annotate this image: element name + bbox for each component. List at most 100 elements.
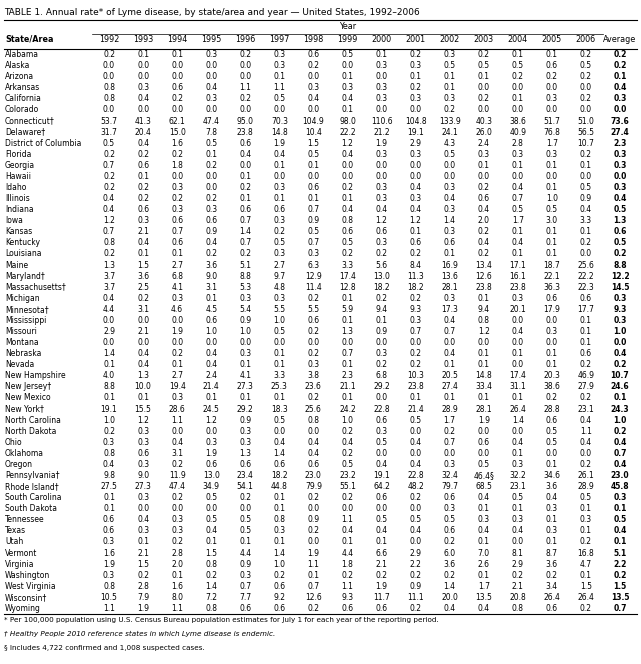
Text: 0.2: 0.2 <box>613 50 627 59</box>
Text: 3.6: 3.6 <box>137 272 149 281</box>
Text: 1.1: 1.1 <box>580 427 592 436</box>
Text: 0.4: 0.4 <box>512 438 524 447</box>
Text: 4.7: 4.7 <box>580 560 592 568</box>
Text: 0.8: 0.8 <box>342 216 353 225</box>
Text: 0.1: 0.1 <box>512 94 524 104</box>
Text: 0.1: 0.1 <box>342 394 353 402</box>
Text: 0.1: 0.1 <box>512 504 524 513</box>
Text: 0.5: 0.5 <box>444 515 456 525</box>
Text: 1.6: 1.6 <box>171 582 183 591</box>
Text: 2.2: 2.2 <box>410 560 422 568</box>
Text: 13.0: 13.0 <box>373 272 390 281</box>
Text: 0.6: 0.6 <box>137 449 149 458</box>
Text: 8.8: 8.8 <box>103 382 115 391</box>
Text: 0.4: 0.4 <box>205 83 217 92</box>
Text: South Carolina: South Carolina <box>5 493 62 502</box>
Text: Texas: Texas <box>5 527 26 535</box>
Text: 0.5: 0.5 <box>613 205 627 214</box>
Text: 1.2: 1.2 <box>205 416 217 424</box>
Text: 0.1: 0.1 <box>205 293 217 303</box>
Text: 64.2: 64.2 <box>373 482 390 491</box>
Text: 9.0: 9.0 <box>205 272 217 281</box>
Text: 0.5: 0.5 <box>512 61 524 70</box>
Text: 0.2: 0.2 <box>205 250 217 258</box>
Text: 0.0: 0.0 <box>376 449 388 458</box>
Text: 0.0: 0.0 <box>613 172 627 181</box>
Text: 23.2: 23.2 <box>339 471 356 480</box>
Text: 3.7: 3.7 <box>103 283 115 291</box>
Text: 1.1: 1.1 <box>103 604 115 613</box>
Text: 0.0: 0.0 <box>171 72 183 81</box>
Text: 0.4: 0.4 <box>613 349 627 358</box>
Text: Florida: Florida <box>5 150 31 159</box>
Text: 1.4: 1.4 <box>239 227 251 236</box>
Text: 0.2: 0.2 <box>103 250 115 258</box>
Text: 3.7: 3.7 <box>103 272 115 281</box>
Text: 13.5: 13.5 <box>475 593 492 602</box>
Text: 19.1: 19.1 <box>101 404 117 414</box>
Text: 0.9: 0.9 <box>307 216 319 225</box>
Text: 0.5: 0.5 <box>205 139 217 147</box>
Text: 27.3: 27.3 <box>135 482 151 491</box>
Text: 0.8: 0.8 <box>103 94 115 104</box>
Text: 7.9: 7.9 <box>137 593 149 602</box>
Text: 18.2: 18.2 <box>271 471 288 480</box>
Text: 0.2: 0.2 <box>376 571 388 580</box>
Text: 9.4: 9.4 <box>478 305 490 314</box>
Text: 0.7: 0.7 <box>103 161 115 170</box>
Text: 0.8: 0.8 <box>103 83 115 92</box>
Text: 16.8: 16.8 <box>578 548 594 558</box>
Text: 0.7: 0.7 <box>613 449 627 458</box>
Text: 5.5: 5.5 <box>273 305 285 314</box>
Text: 0.8: 0.8 <box>478 316 490 325</box>
Text: 17.9: 17.9 <box>544 305 560 314</box>
Text: 0.1: 0.1 <box>512 349 524 358</box>
Text: 2001: 2001 <box>406 35 426 44</box>
Text: 0.2: 0.2 <box>103 50 115 59</box>
Text: 0.1: 0.1 <box>171 361 183 369</box>
Text: 1.9: 1.9 <box>478 416 490 424</box>
Text: 68.5: 68.5 <box>475 482 492 491</box>
Text: 0.0: 0.0 <box>307 338 319 347</box>
Text: 0.3: 0.3 <box>444 94 456 104</box>
Text: 0.1: 0.1 <box>410 72 422 81</box>
Text: 46.9: 46.9 <box>578 371 594 380</box>
Text: 27.9: 27.9 <box>578 382 594 391</box>
Text: Hawaii: Hawaii <box>5 172 31 181</box>
Text: 0.3: 0.3 <box>205 94 217 104</box>
Text: 0.1: 0.1 <box>512 227 524 236</box>
Text: 0.7: 0.7 <box>444 438 456 447</box>
Text: 22.2: 22.2 <box>578 272 594 281</box>
Text: 0.5: 0.5 <box>273 327 285 336</box>
Text: 0.0: 0.0 <box>410 449 422 458</box>
Text: 0.1: 0.1 <box>580 161 592 170</box>
Text: 0.2: 0.2 <box>580 94 592 104</box>
Text: 0.3: 0.3 <box>410 150 422 159</box>
Text: 1.5: 1.5 <box>580 582 592 591</box>
Text: 0.4: 0.4 <box>512 238 524 248</box>
Text: 0.5: 0.5 <box>410 416 422 424</box>
Text: 0.2: 0.2 <box>613 571 627 580</box>
Text: 0.4: 0.4 <box>205 361 217 369</box>
Text: 0.2: 0.2 <box>444 537 456 546</box>
Text: Delaware†: Delaware† <box>5 127 45 137</box>
Text: 0.5: 0.5 <box>342 50 354 59</box>
Text: 0.5: 0.5 <box>307 227 319 236</box>
Text: 0.0: 0.0 <box>376 161 388 170</box>
Text: 3.6: 3.6 <box>205 260 217 270</box>
Text: 2003: 2003 <box>474 35 494 44</box>
Text: 0.0: 0.0 <box>342 161 354 170</box>
Text: 0.0: 0.0 <box>512 338 524 347</box>
Text: 0.0: 0.0 <box>205 338 217 347</box>
Text: 70.3: 70.3 <box>271 116 288 125</box>
Text: 0.2: 0.2 <box>613 61 627 70</box>
Text: 1.1: 1.1 <box>308 560 319 568</box>
Text: 0.3: 0.3 <box>103 571 115 580</box>
Text: 0.0: 0.0 <box>205 72 217 81</box>
Text: 0.1: 0.1 <box>546 361 558 369</box>
Text: 1.5: 1.5 <box>137 260 149 270</box>
Text: 1.1: 1.1 <box>342 582 353 591</box>
Text: Washington: Washington <box>5 571 50 580</box>
Text: 0.7: 0.7 <box>239 238 251 248</box>
Text: 0.0: 0.0 <box>137 61 149 70</box>
